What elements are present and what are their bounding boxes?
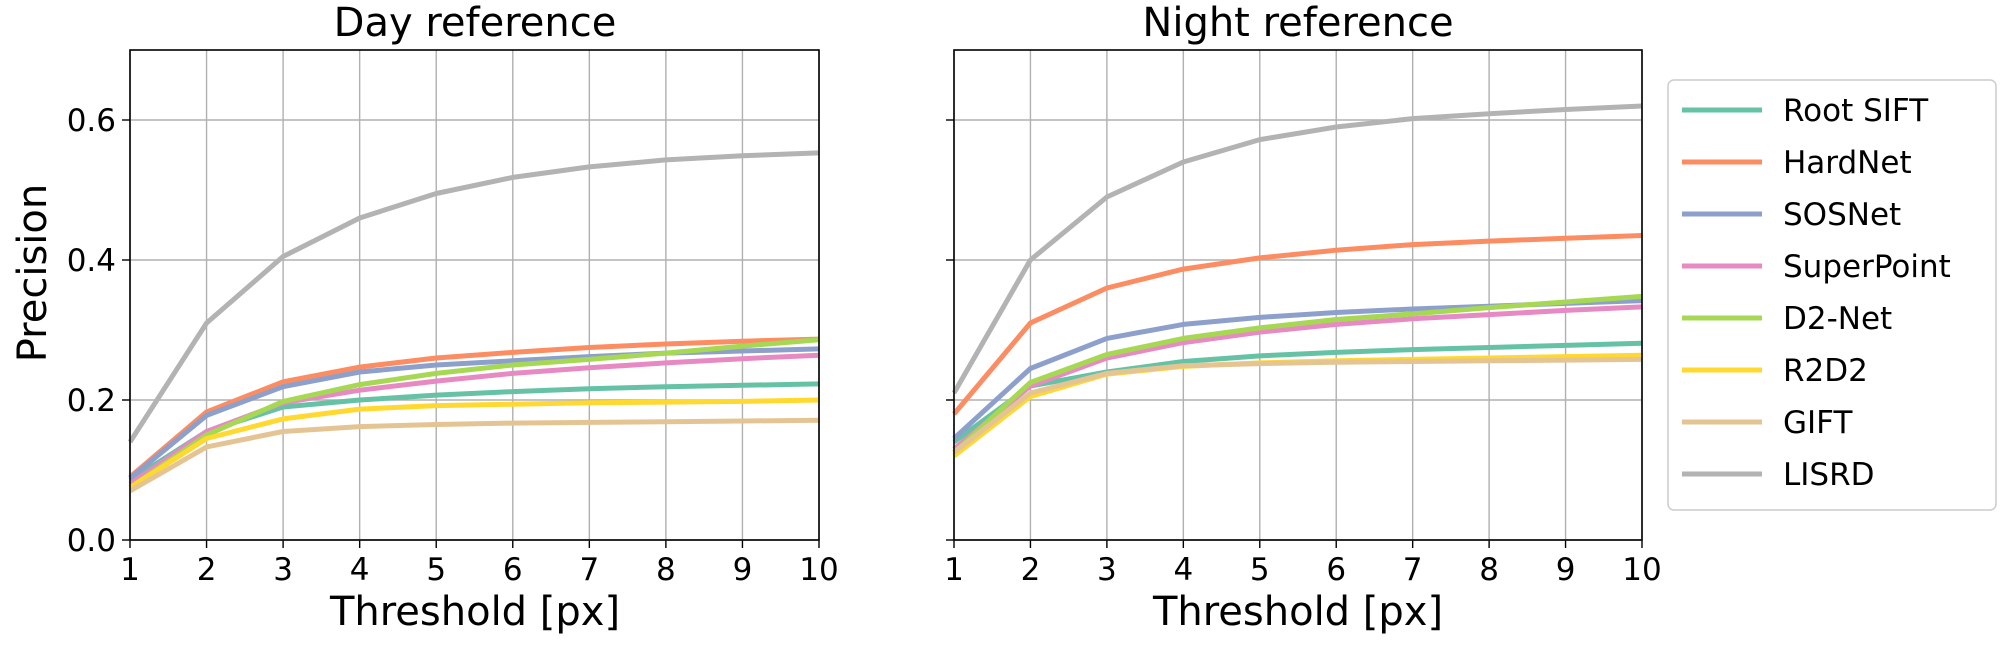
day-tick-label-y: 0.0 (67, 523, 116, 559)
night-tick-label-x: 4 (1173, 552, 1193, 588)
day-tick-label-x: 9 (733, 552, 753, 588)
night-series-lisrd (951, 103, 1643, 395)
day-series-r2d2 (128, 397, 820, 490)
legend-label-root-sift: Root SIFT (1783, 93, 1929, 129)
legend-items: Root SIFT HardNet SOSNet SuperPoint D2-Net R2… (1682, 93, 1951, 493)
legend-label-d2-net: D2-Net (1783, 301, 1892, 337)
panel-night-xlabel: Threshold [px] (1152, 589, 1443, 635)
day-tick-label-x: 2 (197, 552, 217, 588)
day-series-hardnet (128, 336, 820, 479)
day-series-gift (128, 417, 820, 494)
day-series-d2-net (128, 337, 820, 490)
legend-label-superpoint: SuperPoint (1783, 249, 1951, 285)
night-tick-label-x: 6 (1326, 552, 1346, 588)
legend-label-hardnet: HardNet (1783, 145, 1912, 181)
day-tick-label-x: 10 (799, 552, 838, 588)
day-axes-frame (129, 49, 820, 541)
day-tick-label-x: 4 (350, 552, 370, 588)
panel-day-xlabel: Threshold [px] (329, 589, 620, 635)
day-tick-label-x: 5 (426, 552, 446, 588)
night-series-hardnet (952, 233, 1643, 416)
legend-label-lisrd: LISRD (1783, 457, 1875, 493)
legend-label-r2d2: R2D2 (1783, 353, 1868, 389)
panel-night-plot: 1 2 3 4 5 6 7 8 9 10 (944, 49, 1662, 588)
night-tick-label-x: 9 (1556, 552, 1576, 588)
day-tick-label-x: 8 (656, 552, 676, 588)
panel-day: Day reference Precision Threshold [px] 1… (10, 0, 839, 635)
legend-box (1667, 79, 1997, 511)
day-tick-label-x: 6 (503, 552, 523, 588)
legend: Root SIFT HardNet SOSNet SuperPoint D2-Net R2… (1667, 79, 1997, 511)
night-series-d2-net (952, 293, 1643, 455)
night-series-gift (952, 356, 1643, 455)
day-tick-label-x: 7 (579, 552, 599, 588)
night-tick-label-x: 8 (1479, 552, 1499, 588)
night-tick-label-x: 7 (1403, 552, 1423, 588)
night-tick-label-x: 3 (1097, 552, 1117, 588)
legend-label-gift: GIFT (1783, 405, 1853, 441)
panel-night-title: Night reference (1142, 0, 1453, 46)
legend-label-sosnet: SOSNet (1783, 197, 1901, 233)
night-series-superpoint (952, 304, 1643, 451)
day-tick-label-y: 0.2 (67, 383, 116, 419)
day-tick-label-x: 1 (120, 552, 140, 588)
night-tick-label-x: 2 (1021, 552, 1041, 588)
night-axes-frame (953, 49, 1643, 541)
panel-day-title: Day reference (334, 0, 617, 46)
night-series-root-sift (952, 340, 1643, 445)
day-series-lisrd (127, 150, 820, 444)
day-tick-label-x: 3 (273, 552, 293, 588)
night-tick-label-x: 1 (944, 552, 964, 588)
day-tick-label-y: 0.4 (67, 243, 116, 279)
panel-night: Night reference Threshold [px] 1 2 3 4 5 6 7 8 9… (944, 0, 1662, 635)
night-tick-label-x: 10 (1622, 552, 1661, 588)
panel-day-ylabel: Precision (10, 184, 56, 362)
panel-day-plot: 1 2 3 4 5 6 7 8 9 10 0.0 0.2 0.4 0.6 (67, 49, 839, 588)
day-tick-label-y: 0.6 (67, 103, 116, 139)
night-tick-label-x: 5 (1250, 552, 1270, 588)
